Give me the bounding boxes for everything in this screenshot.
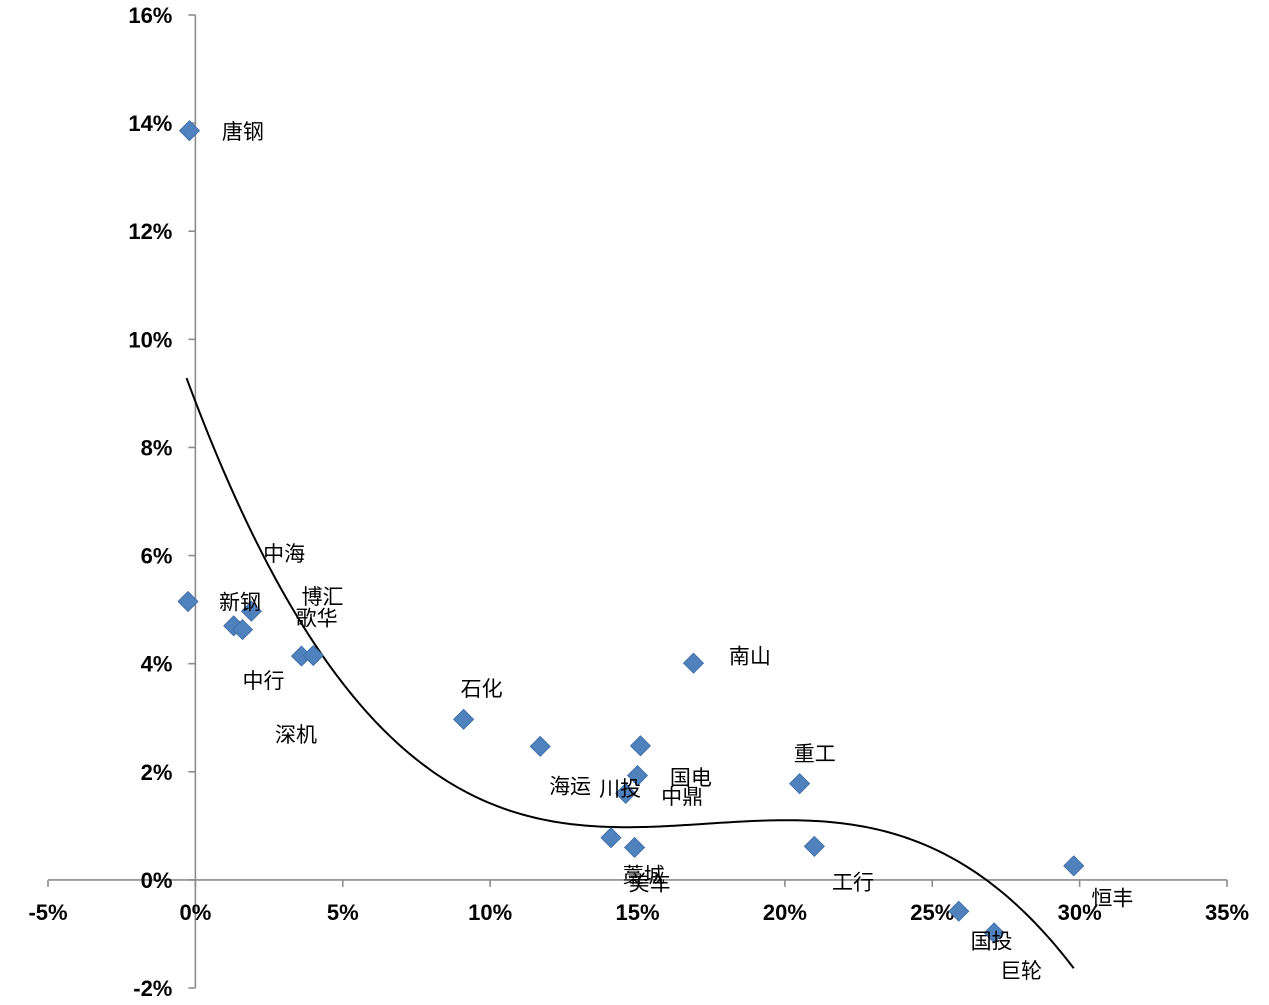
- point-label: 深机: [275, 723, 317, 747]
- data-point: [240, 600, 262, 622]
- data-point: [626, 764, 649, 787]
- y-tick-label: 0%: [141, 868, 173, 893]
- y-tick-label: 14%: [128, 111, 172, 136]
- data-point: [948, 900, 970, 922]
- data-point: [789, 773, 811, 795]
- x-tick-label: 15%: [615, 900, 659, 925]
- point-label: 歌华: [296, 607, 338, 631]
- point-label: 藁城: [623, 863, 665, 887]
- x-tick-label: 5%: [327, 900, 359, 925]
- data-point: [682, 652, 705, 674]
- x-tick-label: 25%: [910, 900, 954, 925]
- x-tick-label: 0%: [179, 900, 211, 925]
- data-point: [453, 708, 475, 730]
- point-label: 恒丰: [1091, 887, 1133, 911]
- data-point: [629, 735, 652, 757]
- point-label: 国投: [971, 929, 1013, 953]
- point-label: 川投: [599, 777, 641, 801]
- y-tick-label: 2%: [141, 760, 173, 785]
- point-label: 中行: [243, 669, 285, 693]
- point-label: 海运: [549, 774, 591, 798]
- point-label: 国电: [670, 766, 712, 790]
- trendline: [185, 377, 1075, 969]
- data-point: [803, 835, 825, 857]
- y-tick-label: 12%: [128, 219, 172, 244]
- trendline-layer: [185, 377, 1075, 969]
- data-point: [529, 735, 551, 757]
- data-points: [177, 120, 1085, 944]
- point-label: 博汇: [301, 585, 343, 609]
- point-label: 重工: [794, 742, 836, 766]
- point-label: 南山: [729, 645, 771, 669]
- point-label: 新钢: [219, 591, 261, 615]
- point-label: 中鼎: [661, 785, 703, 809]
- axes: -5% 0% 5% 10% 15% 20% 25% 30% 35% -2% 0% 2% 4% 6% 8% 10…: [28, 3, 1249, 1001]
- data-point: [623, 836, 646, 859]
- x-tick-label: -5%: [28, 900, 67, 925]
- y-tick-label: 10%: [128, 327, 172, 352]
- data-point: [615, 782, 637, 804]
- y-tick-label: 6%: [141, 544, 173, 569]
- point-label: 美车: [629, 872, 671, 896]
- x-tick-label: 20%: [763, 900, 807, 925]
- data-point: [600, 827, 622, 849]
- y-tick-label: 16%: [128, 3, 172, 28]
- point-label: 中海: [263, 542, 305, 566]
- point-label: 工行: [832, 871, 874, 895]
- x-tick-label: 35%: [1205, 900, 1249, 925]
- data-point: [177, 590, 199, 613]
- point-label: 唐钢: [222, 120, 264, 144]
- data-point: [178, 120, 201, 142]
- point-label: 巨轮: [1000, 959, 1042, 983]
- x-tick-label: 10%: [468, 900, 512, 925]
- data-point: [983, 922, 1005, 944]
- data-point: [302, 644, 324, 667]
- data-point: [1063, 855, 1085, 877]
- x-tick-label: 30%: [1058, 900, 1102, 925]
- y-tick-label: 8%: [141, 435, 173, 460]
- point-label: 石化: [461, 677, 503, 701]
- data-point: [231, 619, 254, 641]
- y-tick-label: -2%: [133, 976, 172, 1001]
- y-tick-label: 4%: [141, 652, 173, 677]
